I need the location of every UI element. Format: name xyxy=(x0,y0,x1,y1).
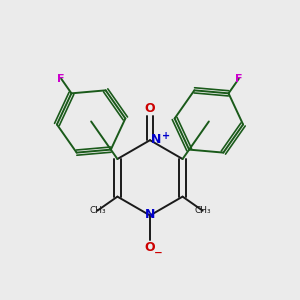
Text: −: − xyxy=(154,248,163,257)
Text: +: + xyxy=(162,131,170,141)
Text: N: N xyxy=(145,208,155,221)
Text: F: F xyxy=(57,74,65,84)
Text: O: O xyxy=(145,102,155,115)
Text: F: F xyxy=(235,74,243,84)
Text: N: N xyxy=(151,133,161,146)
Text: CH₃: CH₃ xyxy=(89,206,106,215)
Text: O: O xyxy=(145,241,155,254)
Text: CH₃: CH₃ xyxy=(194,206,211,215)
